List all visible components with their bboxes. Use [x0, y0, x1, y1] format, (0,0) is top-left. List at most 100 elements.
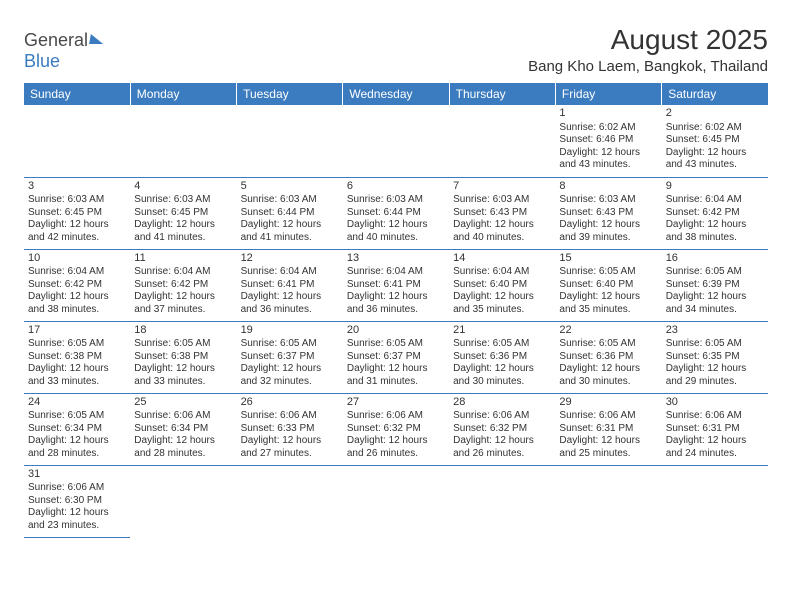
cell-d1: Daylight: 12 hours — [28, 507, 126, 520]
calendar-cell: 28Sunrise: 6:06 AMSunset: 6:32 PMDayligh… — [449, 393, 555, 465]
day-number: 16 — [666, 252, 764, 266]
cell-sunset: Sunset: 6:45 PM — [666, 134, 764, 147]
calendar-cell: 7Sunrise: 6:03 AMSunset: 6:43 PMDaylight… — [449, 177, 555, 249]
cell-sunrise: Sunrise: 6:03 AM — [347, 194, 445, 207]
day-header: Sunday — [24, 83, 130, 105]
calendar-cell: 16Sunrise: 6:05 AMSunset: 6:39 PMDayligh… — [662, 249, 768, 321]
calendar-cell — [130, 465, 236, 537]
cell-d2: and 25 minutes. — [559, 448, 657, 461]
calendar-cell: 27Sunrise: 6:06 AMSunset: 6:32 PMDayligh… — [343, 393, 449, 465]
calendar-cell: 17Sunrise: 6:05 AMSunset: 6:38 PMDayligh… — [24, 321, 130, 393]
cell-d1: Daylight: 12 hours — [241, 363, 339, 376]
day-number: 22 — [559, 324, 657, 338]
title-block: August 2025 Bang Kho Laem, Bangkok, Thai… — [528, 24, 768, 75]
calendar-cell: 14Sunrise: 6:04 AMSunset: 6:40 PMDayligh… — [449, 249, 555, 321]
logo-part1: General — [24, 30, 88, 50]
cell-sunset: Sunset: 6:30 PM — [28, 495, 126, 508]
day-number: 30 — [666, 396, 764, 410]
cell-d1: Daylight: 12 hours — [559, 291, 657, 304]
cell-d2: and 33 minutes. — [28, 376, 126, 389]
cell-d1: Daylight: 12 hours — [347, 219, 445, 232]
day-number: 12 — [241, 252, 339, 266]
day-number: 3 — [28, 180, 126, 194]
day-number: 7 — [453, 180, 551, 194]
cell-d1: Daylight: 12 hours — [453, 435, 551, 448]
page-title: August 2025 — [528, 24, 768, 56]
cell-d1: Daylight: 12 hours — [28, 435, 126, 448]
cell-sunset: Sunset: 6:38 PM — [28, 351, 126, 364]
day-number: 17 — [28, 324, 126, 338]
day-number: 23 — [666, 324, 764, 338]
day-number: 25 — [134, 396, 232, 410]
calendar-cell — [555, 465, 661, 537]
cell-sunrise: Sunrise: 6:04 AM — [28, 266, 126, 279]
cell-d1: Daylight: 12 hours — [453, 363, 551, 376]
cell-sunset: Sunset: 6:46 PM — [559, 134, 657, 147]
cell-d1: Daylight: 12 hours — [347, 363, 445, 376]
calendar-cell: 18Sunrise: 6:05 AMSunset: 6:38 PMDayligh… — [130, 321, 236, 393]
day-number: 28 — [453, 396, 551, 410]
cell-d1: Daylight: 12 hours — [28, 363, 126, 376]
cell-sunrise: Sunrise: 6:05 AM — [666, 266, 764, 279]
calendar-table: SundayMondayTuesdayWednesdayThursdayFrid… — [24, 83, 768, 538]
cell-d2: and 35 minutes. — [559, 304, 657, 317]
calendar-cell — [449, 465, 555, 537]
cell-sunset: Sunset: 6:35 PM — [666, 351, 764, 364]
calendar-cell: 21Sunrise: 6:05 AMSunset: 6:36 PMDayligh… — [449, 321, 555, 393]
day-header: Saturday — [662, 83, 768, 105]
cell-d2: and 36 minutes. — [241, 304, 339, 317]
cell-sunrise: Sunrise: 6:03 AM — [559, 194, 657, 207]
calendar-cell — [343, 465, 449, 537]
cell-sunset: Sunset: 6:40 PM — [453, 279, 551, 292]
cell-sunset: Sunset: 6:40 PM — [559, 279, 657, 292]
calendar-cell — [130, 105, 236, 177]
page: General Blue August 2025 Bang Kho Laem, … — [0, 0, 792, 538]
cell-sunrise: Sunrise: 6:06 AM — [241, 410, 339, 423]
cell-d2: and 43 minutes. — [666, 159, 764, 172]
calendar-cell: 5Sunrise: 6:03 AMSunset: 6:44 PMDaylight… — [237, 177, 343, 249]
cell-d2: and 33 minutes. — [134, 376, 232, 389]
day-number: 8 — [559, 180, 657, 194]
cell-d1: Daylight: 12 hours — [241, 219, 339, 232]
cell-sunrise: Sunrise: 6:02 AM — [666, 122, 764, 135]
day-number: 4 — [134, 180, 232, 194]
cell-sunrise: Sunrise: 6:05 AM — [666, 338, 764, 351]
cell-d2: and 41 minutes. — [134, 232, 232, 245]
cell-d2: and 39 minutes. — [559, 232, 657, 245]
cell-sunset: Sunset: 6:33 PM — [241, 423, 339, 436]
day-header: Wednesday — [343, 83, 449, 105]
cell-d1: Daylight: 12 hours — [241, 291, 339, 304]
cell-d1: Daylight: 12 hours — [347, 435, 445, 448]
calendar-cell: 29Sunrise: 6:06 AMSunset: 6:31 PMDayligh… — [555, 393, 661, 465]
cell-sunset: Sunset: 6:32 PM — [453, 423, 551, 436]
cell-sunrise: Sunrise: 6:04 AM — [347, 266, 445, 279]
calendar-cell: 1Sunrise: 6:02 AMSunset: 6:46 PMDaylight… — [555, 105, 661, 177]
cell-sunrise: Sunrise: 6:05 AM — [347, 338, 445, 351]
day-number: 2 — [666, 107, 764, 121]
calendar-cell — [24, 105, 130, 177]
day-number: 1 — [559, 107, 657, 121]
cell-d2: and 23 minutes. — [28, 520, 126, 533]
cell-sunrise: Sunrise: 6:04 AM — [453, 266, 551, 279]
cell-d1: Daylight: 12 hours — [559, 219, 657, 232]
cell-sunset: Sunset: 6:41 PM — [241, 279, 339, 292]
cell-d1: Daylight: 12 hours — [453, 219, 551, 232]
logo: General Blue — [24, 24, 104, 72]
cell-d2: and 40 minutes. — [453, 232, 551, 245]
logo-part2: Blue — [24, 51, 60, 71]
day-number: 10 — [28, 252, 126, 266]
cell-sunset: Sunset: 6:42 PM — [134, 279, 232, 292]
cell-d2: and 26 minutes. — [347, 448, 445, 461]
cell-sunset: Sunset: 6:31 PM — [666, 423, 764, 436]
cell-sunrise: Sunrise: 6:06 AM — [453, 410, 551, 423]
calendar-cell: 13Sunrise: 6:04 AMSunset: 6:41 PMDayligh… — [343, 249, 449, 321]
cell-d2: and 26 minutes. — [453, 448, 551, 461]
cell-sunrise: Sunrise: 6:05 AM — [559, 266, 657, 279]
day-number: 5 — [241, 180, 339, 194]
cell-d1: Daylight: 12 hours — [666, 219, 764, 232]
day-header: Tuesday — [237, 83, 343, 105]
cell-d2: and 32 minutes. — [241, 376, 339, 389]
cell-sunrise: Sunrise: 6:06 AM — [559, 410, 657, 423]
cell-sunrise: Sunrise: 6:03 AM — [134, 194, 232, 207]
calendar-cell: 30Sunrise: 6:06 AMSunset: 6:31 PMDayligh… — [662, 393, 768, 465]
